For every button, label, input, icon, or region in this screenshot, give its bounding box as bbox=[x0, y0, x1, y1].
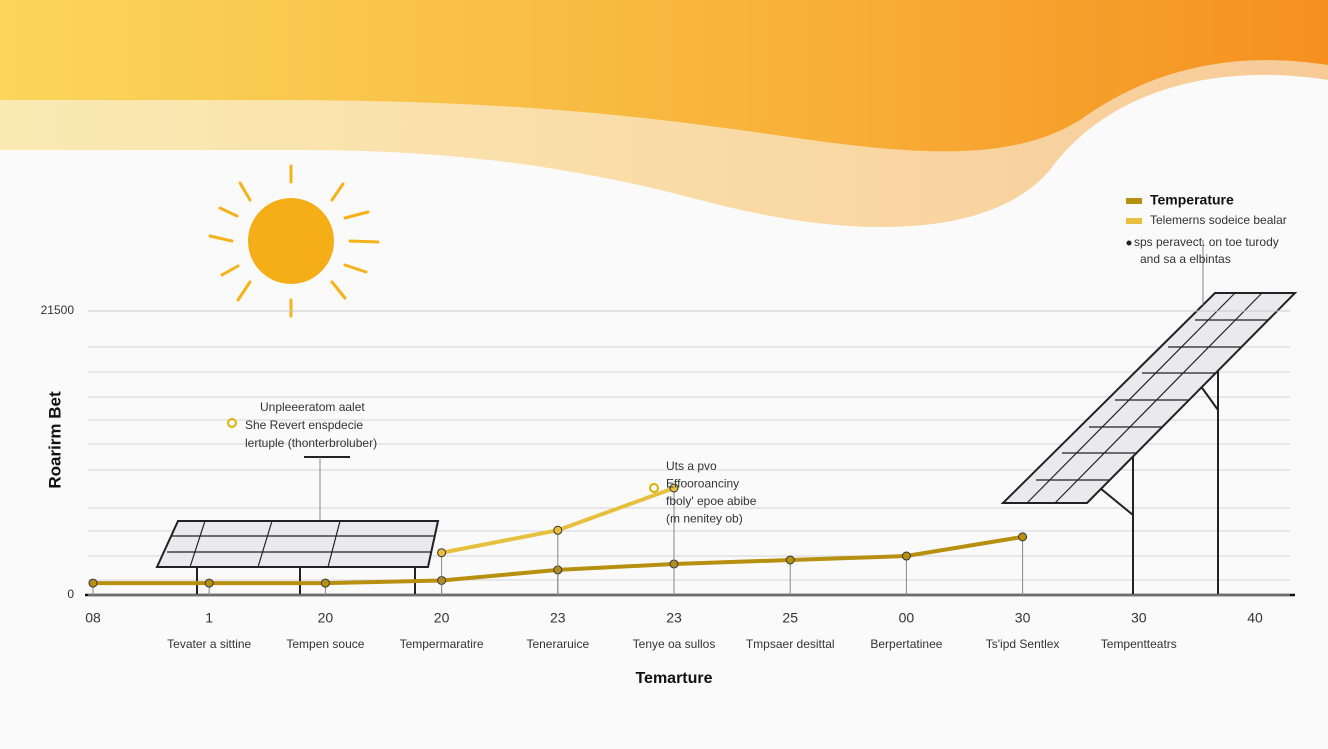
x-tick-label: 08 bbox=[85, 610, 101, 626]
x-tick-label: 23 bbox=[550, 610, 566, 626]
solar-panel-left bbox=[155, 520, 440, 595]
annotation: Uts a pvo bbox=[666, 459, 717, 473]
annotation: Unpleeeratom aalet bbox=[260, 400, 365, 414]
legend-label: Temperature bbox=[1150, 192, 1234, 208]
x-sublabel: Tempen souce bbox=[286, 637, 364, 651]
point bbox=[320, 578, 330, 588]
x-tick-label: 25 bbox=[782, 610, 798, 626]
point bbox=[437, 548, 447, 558]
annotation-marker bbox=[227, 418, 237, 428]
legend-label: Telemerns sodeice bealar bbox=[1150, 213, 1287, 227]
annotation-marker bbox=[649, 483, 659, 493]
x-sublabel: Teneraruice bbox=[526, 637, 589, 651]
x-tick-label: 23 bbox=[666, 610, 682, 626]
x-tick-label: 30 bbox=[1131, 610, 1147, 626]
y-axis-label: Roarirm Bet bbox=[45, 391, 64, 489]
point bbox=[785, 555, 795, 565]
point bbox=[88, 578, 98, 588]
x-sublabel: Tevater a sittine bbox=[167, 637, 251, 651]
legend-note: and sa a elbintas bbox=[1140, 252, 1231, 266]
x-sublabel: Tmpsaer desittal bbox=[746, 637, 835, 651]
annotation: (m nenitey ob) bbox=[666, 512, 743, 526]
legend-swatch bbox=[1126, 198, 1142, 204]
y-tick-label: 0 bbox=[67, 587, 74, 601]
wave bbox=[0, 0, 1328, 152]
solar-panel-right bbox=[1000, 240, 1298, 595]
x-tick-label: 30 bbox=[1015, 610, 1031, 626]
x-tick-label: 1 bbox=[205, 610, 213, 626]
x-tick-label: 40 bbox=[1247, 610, 1263, 626]
x-axis-label: Temarture bbox=[635, 670, 712, 687]
annotation: lertuple (thonterbroluber) bbox=[245, 436, 377, 450]
x-sublabel: Ts'ipd Sentlex bbox=[986, 637, 1060, 651]
legend-swatch bbox=[1126, 218, 1142, 224]
point bbox=[1018, 532, 1028, 542]
x-tick-label: 20 bbox=[318, 610, 334, 626]
annotation: She Revert enspdecie bbox=[245, 418, 363, 432]
annotation: fboly' epoe abibe bbox=[666, 494, 757, 508]
point bbox=[669, 483, 679, 493]
x-sublabel: Berpertatinee bbox=[870, 637, 942, 651]
sun bbox=[208, 164, 380, 318]
x-sublabel: Tenye oa sullos bbox=[633, 637, 716, 651]
legend-bullet bbox=[1126, 240, 1132, 246]
x-sublabel: Tempermaratire bbox=[400, 637, 484, 651]
x-tick-label: 00 bbox=[899, 610, 915, 626]
legend-note: sps peravect. on toe turody bbox=[1134, 235, 1279, 249]
x-sublabel: Tempentteatrs bbox=[1101, 637, 1177, 651]
annotation: Effooroanciny bbox=[666, 477, 739, 491]
x-tick-label: 20 bbox=[434, 610, 450, 626]
y-tick-label: 21500 bbox=[41, 303, 75, 317]
point bbox=[553, 525, 563, 535]
point bbox=[901, 551, 911, 561]
point bbox=[204, 578, 214, 588]
